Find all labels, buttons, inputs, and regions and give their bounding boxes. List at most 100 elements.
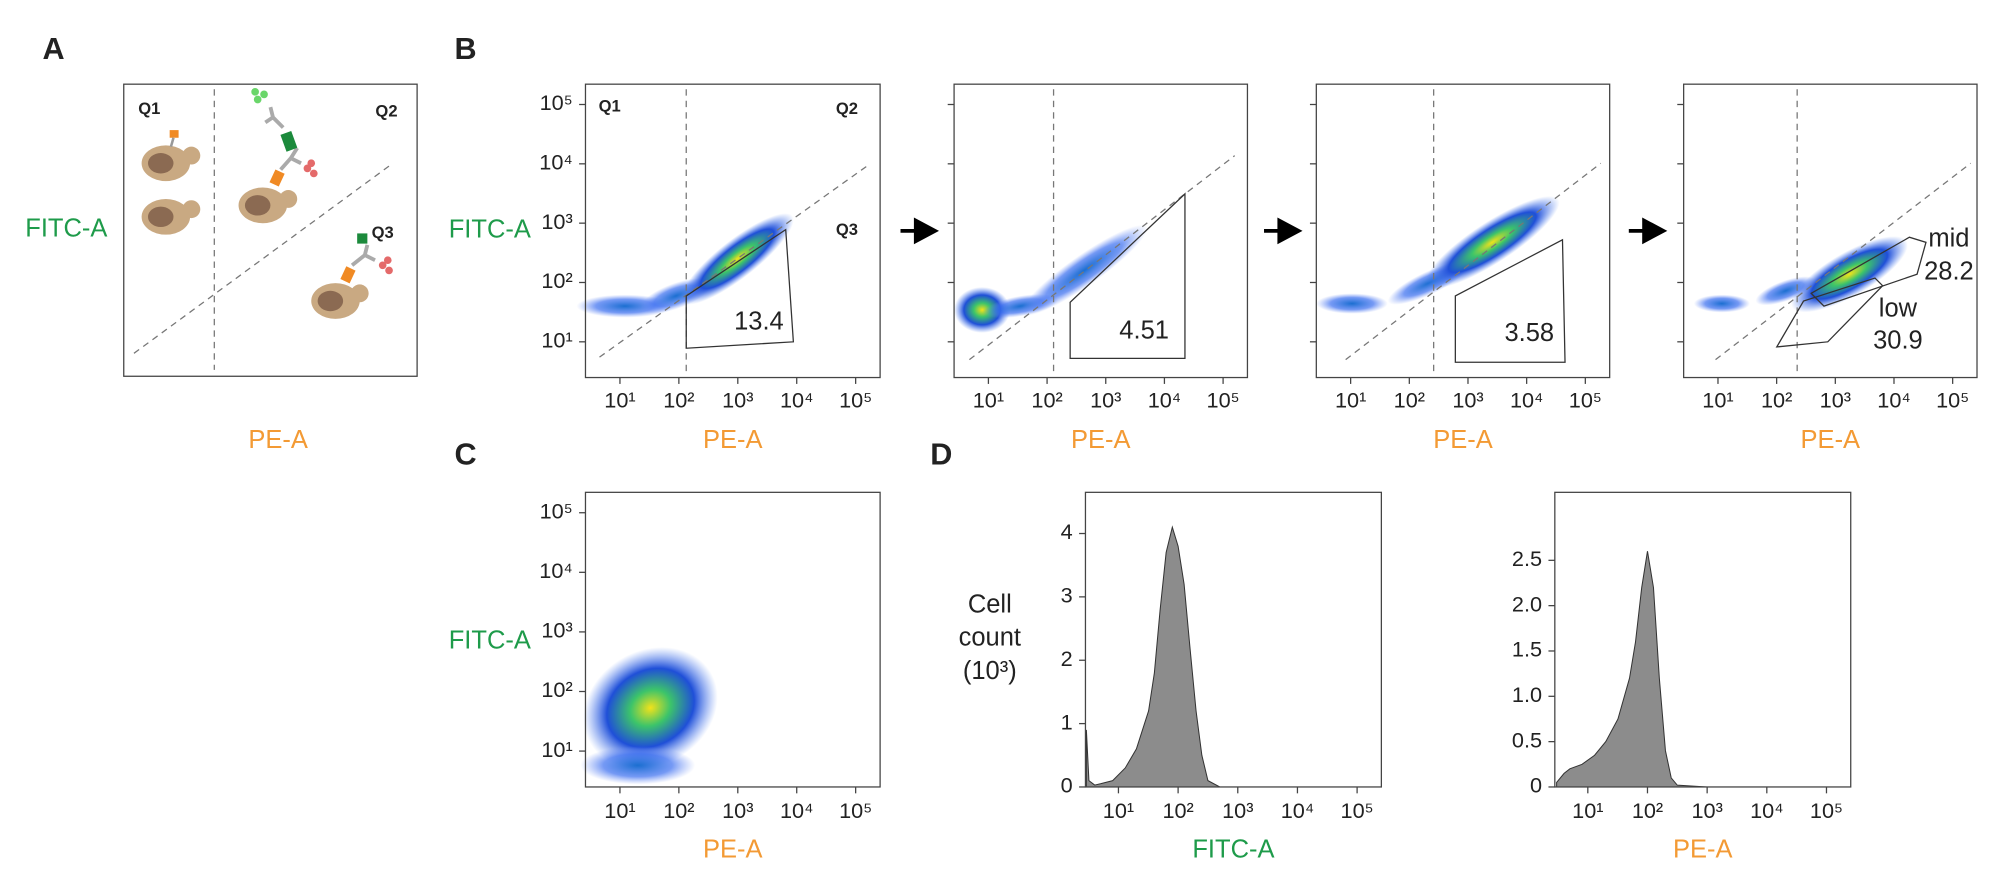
diagonal-line <box>1345 162 1602 361</box>
density-cloud <box>1316 293 1388 314</box>
density-cloud <box>580 746 696 785</box>
y-tick-label: 10⁵ <box>540 90 573 115</box>
gate <box>1810 236 1927 307</box>
panel-label: A <box>43 32 65 66</box>
gate-label: 30.9 <box>1873 327 1923 355</box>
x-tick-label: 10³ <box>722 798 753 823</box>
x-tick-label: 10⁴ <box>1281 798 1314 823</box>
y-axis-title: count <box>959 624 1021 652</box>
gate-label: mid <box>1928 225 1969 253</box>
x-axis-title: PE-A <box>1673 835 1733 863</box>
x-tick-label: 10⁵ <box>1207 388 1240 413</box>
density-cloud <box>954 286 1011 333</box>
density-cloud <box>1755 276 1816 306</box>
x-tick-label: 10⁵ <box>1569 388 1602 413</box>
gate-label: low <box>1879 295 1918 323</box>
y-tick-label: 10³ <box>541 209 572 234</box>
y-tick-label: 2 <box>1061 646 1073 671</box>
panel-label: D <box>930 438 952 472</box>
yeast-cell <box>141 130 201 182</box>
plot-frame <box>1315 83 1611 379</box>
y-tick-label: 3 <box>1061 583 1073 608</box>
x-tick-label: 10³ <box>1691 798 1722 823</box>
arrow <box>1264 217 1303 245</box>
gate-label: 28.2 <box>1924 258 1974 286</box>
diagonal-line <box>599 165 868 358</box>
x-tick-label: 10⁴ <box>780 388 813 413</box>
x-tick-label: 10³ <box>1820 388 1851 413</box>
y-tick-label: 1.0 <box>1512 682 1542 707</box>
x-tick-label: 10¹ <box>1702 388 1733 413</box>
plot-frame <box>584 491 881 788</box>
gate-label: 4.51 <box>1119 316 1169 344</box>
plot-frame <box>1084 491 1383 788</box>
plot-frame <box>584 83 881 379</box>
x-tick-label: 10⁴ <box>1510 388 1543 413</box>
x-tick-label: 10³ <box>1222 798 1253 823</box>
plot-frame <box>1683 83 1978 379</box>
y-tick-label: 2.0 <box>1512 591 1542 616</box>
y-tick-label: 10¹ <box>541 328 572 353</box>
y-tick-label: 10⁴ <box>539 150 572 175</box>
diagonal-line <box>133 162 394 354</box>
axis-title: FITC-A <box>25 214 107 242</box>
x-tick-label: 10⁴ <box>780 798 813 823</box>
diagonal-line <box>968 155 1236 361</box>
x-tick-label: 10² <box>1031 388 1062 413</box>
gate <box>685 228 795 349</box>
y-axis-title: FITC-A <box>449 216 531 244</box>
quadrant-label: Q2 <box>375 102 397 121</box>
x-tick-label: 10³ <box>722 388 753 413</box>
x-tick-label: 10¹ <box>1572 798 1603 823</box>
x-axis-title: PE-A <box>1071 426 1131 454</box>
axis-title: PE-A <box>248 426 308 454</box>
schematic: Q1 Q2 Q3 FITC-A PE-A <box>25 83 418 454</box>
x-tick-label: 10² <box>663 388 694 413</box>
panel-label: B <box>455 32 477 66</box>
x-tick-label: 10² <box>1761 388 1792 413</box>
y-axis-title: Cell <box>968 591 1012 619</box>
plot-frame <box>953 83 1249 379</box>
gating-arrows <box>900 217 1668 245</box>
x-tick-label: 10¹ <box>604 798 635 823</box>
y-tick-label: 0 <box>1061 773 1073 798</box>
x-tick-label: 10⁵ <box>1341 798 1374 823</box>
y-tick-label: 10⁴ <box>539 558 572 583</box>
gate <box>1775 277 1884 348</box>
x-tick-label: 10⁵ <box>839 798 872 823</box>
y-axis-title: FITC-A <box>449 626 531 654</box>
x-tick-label: 10² <box>1162 798 1193 823</box>
arrow <box>1628 217 1668 245</box>
x-tick-label: 10¹ <box>1103 798 1134 823</box>
quadrant-label: Q3 <box>836 220 858 239</box>
gate <box>1069 192 1186 360</box>
y-tick-label: 10¹ <box>541 737 572 762</box>
x-tick-label: 10⁴ <box>1750 798 1783 823</box>
panel-label: C <box>455 438 477 472</box>
gate-label: 3.58 <box>1504 319 1554 347</box>
y-tick-label: 10² <box>541 677 572 702</box>
yeast-cell <box>141 198 201 235</box>
x-axis-title: PE-A <box>1801 426 1861 454</box>
x-tick-label: 10² <box>663 798 694 823</box>
x-tick-label: 10² <box>1632 798 1663 823</box>
x-axis-title: PE-A <box>703 426 763 454</box>
x-axis-title: FITC-A <box>1192 835 1274 863</box>
arrow <box>900 217 940 245</box>
plot-frame <box>1554 491 1852 788</box>
gate <box>1454 238 1566 363</box>
yeast-cell <box>238 88 318 224</box>
diagonal-line <box>1715 162 1972 361</box>
x-tick-label: 10¹ <box>604 388 635 413</box>
gate-label: 13.4 <box>734 307 784 335</box>
histogram-area <box>1085 525 1376 788</box>
x-tick-label: 10¹ <box>1335 388 1366 413</box>
y-axis-title: (10³) <box>963 657 1017 685</box>
y-tick-label: 10² <box>541 268 572 293</box>
y-tick-label: 10³ <box>541 618 572 643</box>
y-tick-label: 2.5 <box>1512 546 1542 571</box>
histogram-area <box>1556 551 1845 788</box>
schematic-frame <box>123 83 418 377</box>
